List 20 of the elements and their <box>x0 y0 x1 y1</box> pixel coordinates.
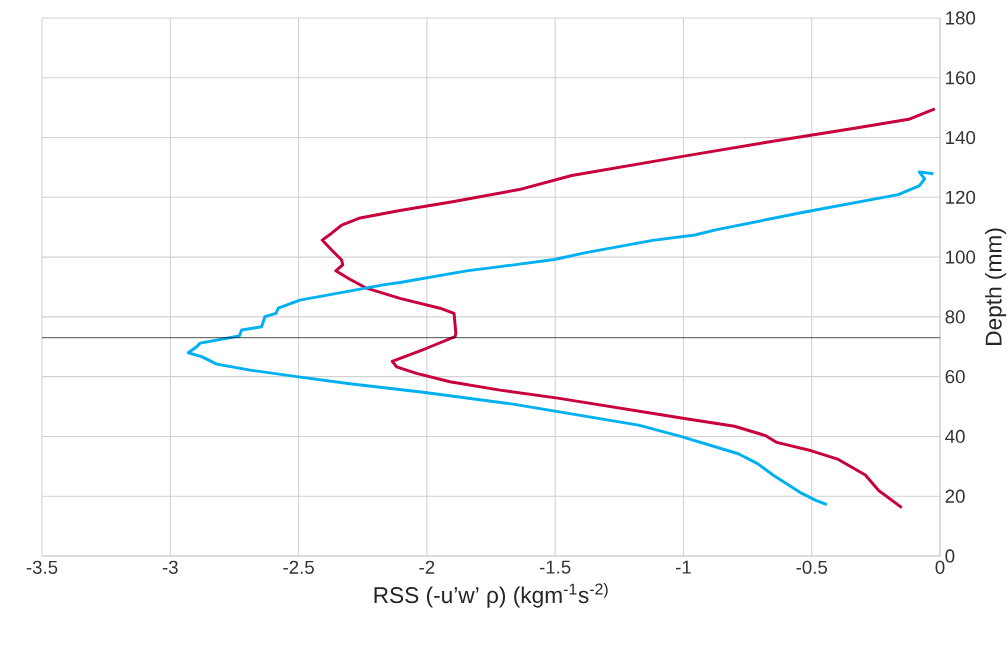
y-tick-label: 20 <box>945 489 965 503</box>
y-axis-title: Depth (mm) <box>985 228 1007 345</box>
y-tick-label: 140 <box>946 130 976 145</box>
x-tick-label: -3.5 <box>26 560 58 574</box>
y-tick-label: 120 <box>946 190 976 204</box>
y-tick-label: 0 <box>945 549 955 563</box>
x-tick-label: -3 <box>162 560 178 574</box>
x-tick-label: -1.5 <box>539 560 571 574</box>
y-tick-label: 80 <box>945 310 965 324</box>
y-tick-label: 60 <box>945 370 965 384</box>
y-tick-label: 160 <box>946 71 976 85</box>
x-tick-label: -2 <box>419 560 435 574</box>
x-tick-label: 0 <box>935 560 945 574</box>
y-tick-label: 180 <box>946 11 976 25</box>
y-tick-label: 40 <box>945 429 965 444</box>
x-axis-title: RSS (-u’w’ ρ) (kgm$^{-1}$s$^{-2)}$ <box>374 583 608 608</box>
y-tick-label: 100 <box>946 250 976 264</box>
x-tick-label: -0.5 <box>796 560 828 574</box>
x-tick-label: -2.5 <box>283 560 314 574</box>
x-tick-label: -1 <box>675 560 691 574</box>
